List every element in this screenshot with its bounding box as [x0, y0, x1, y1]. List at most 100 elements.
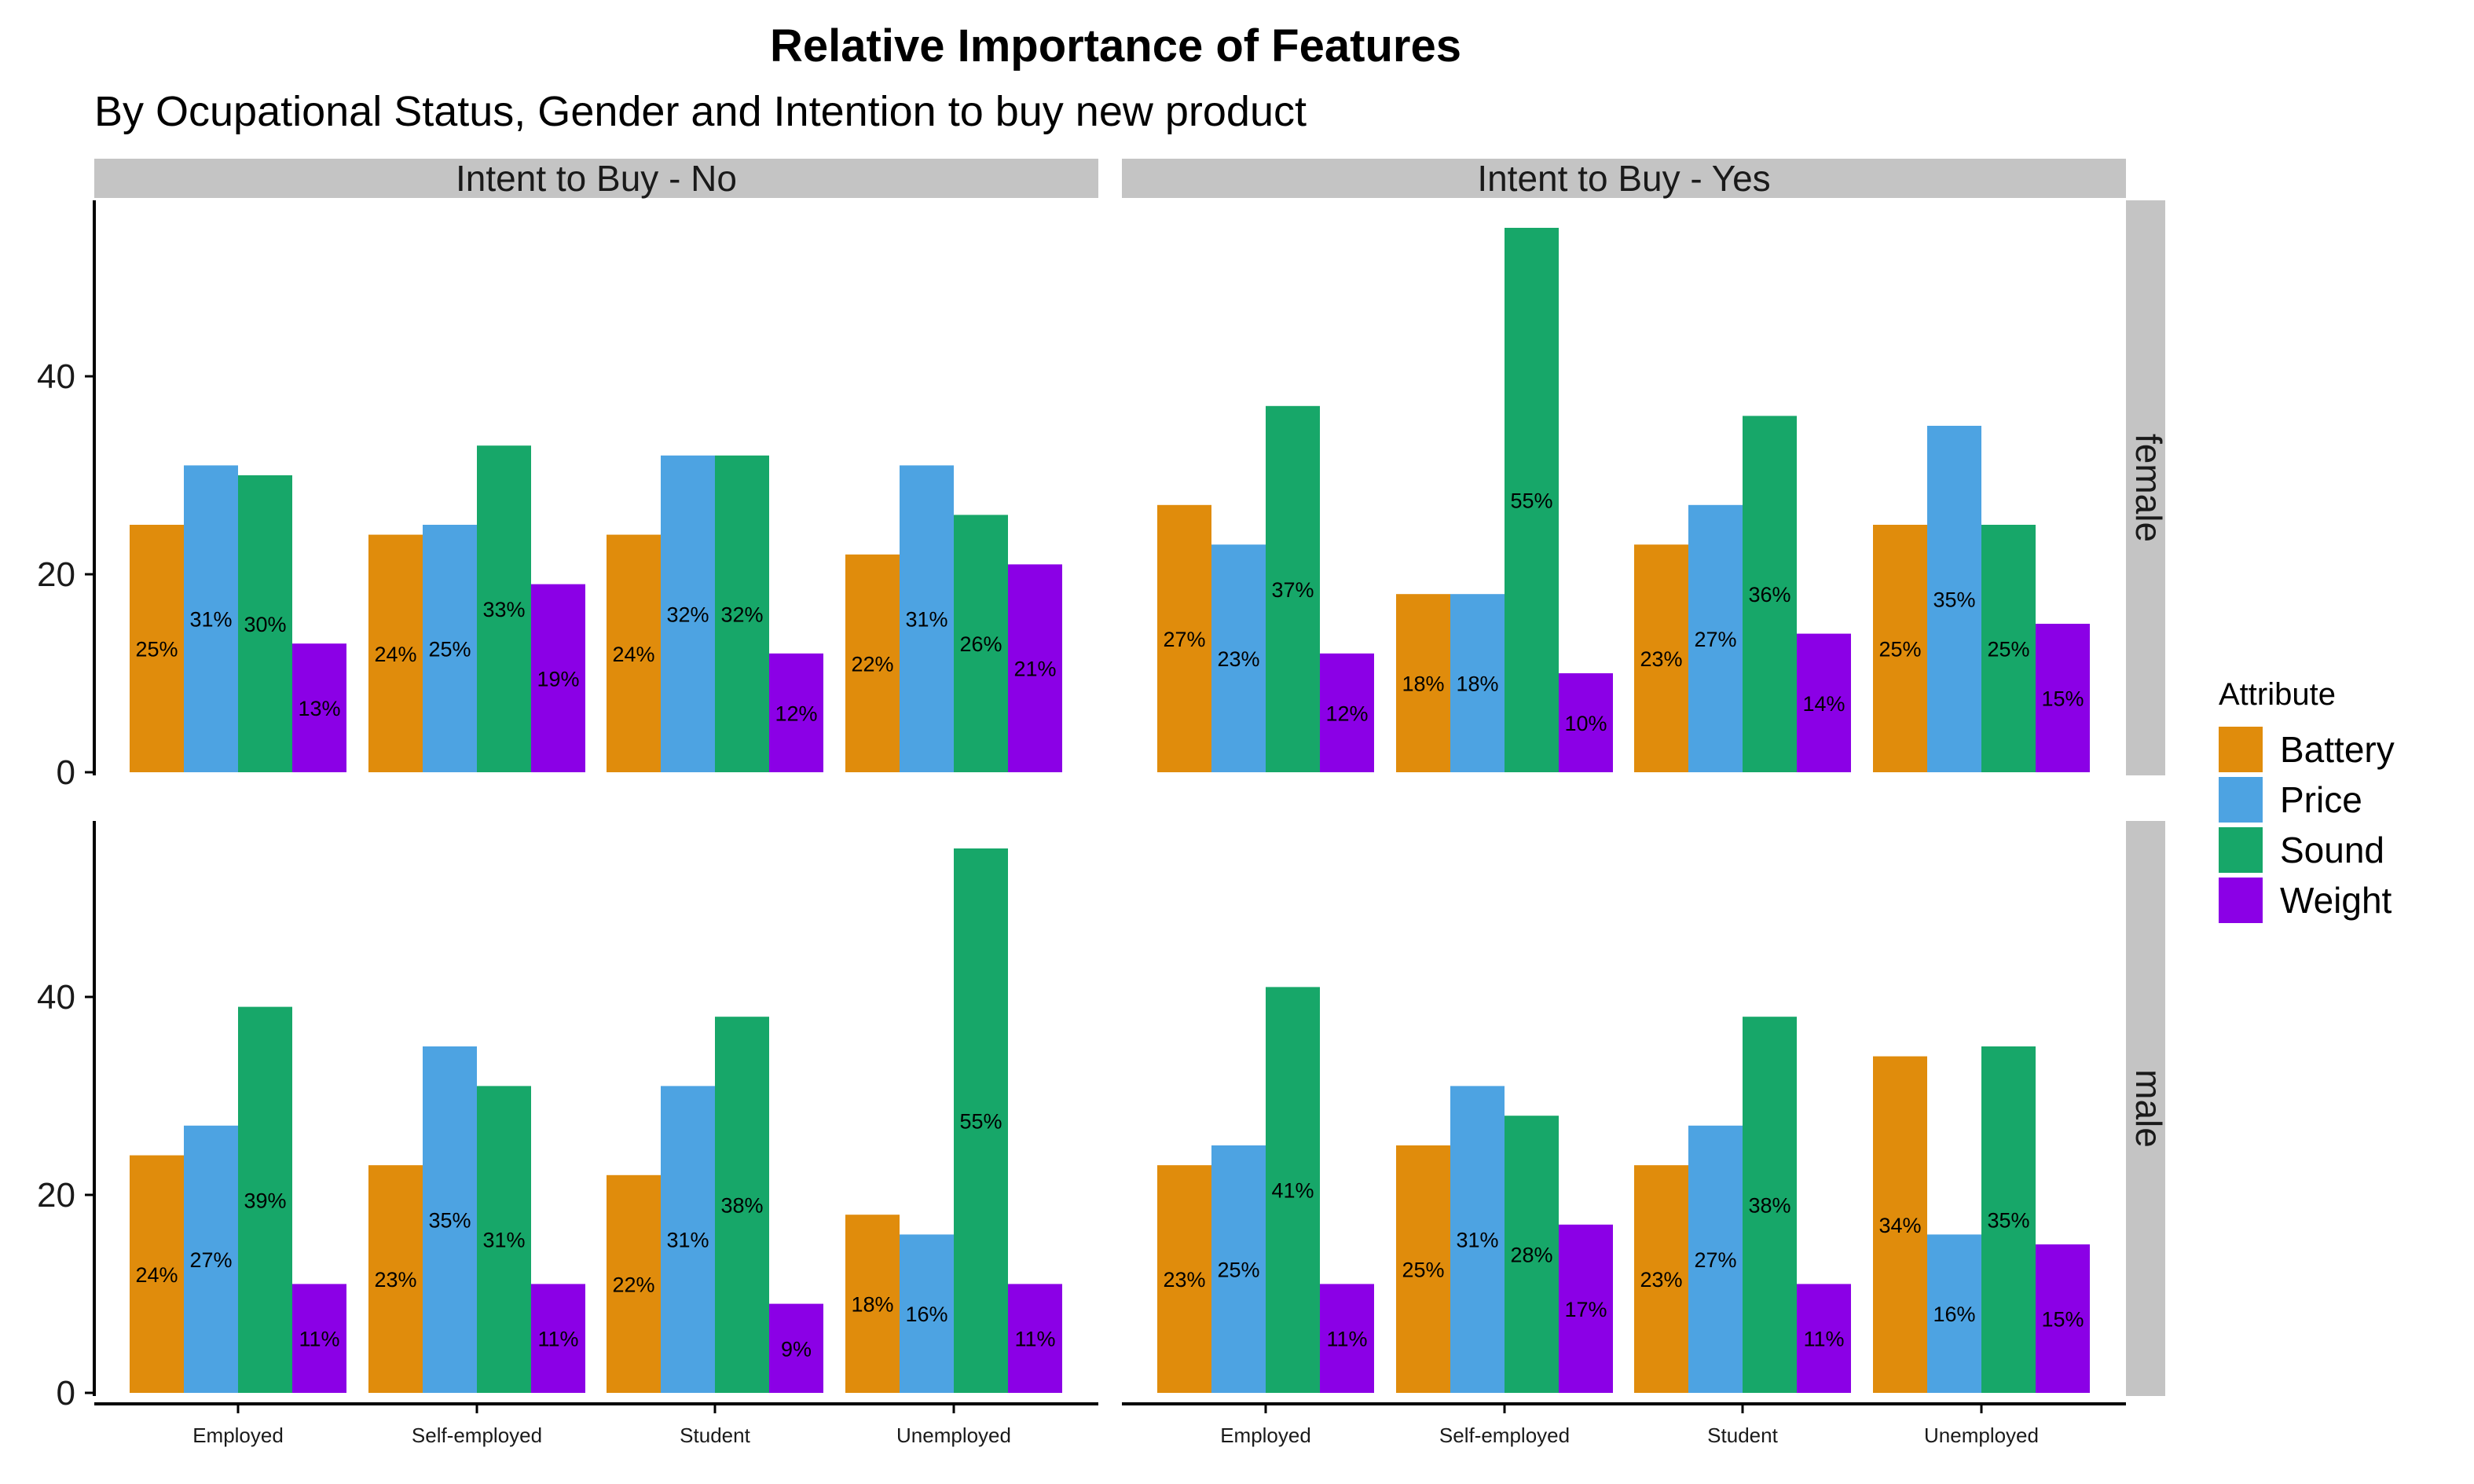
bar-value-label: 35%: [1987, 1209, 2029, 1233]
bar-weight: [1559, 673, 1613, 772]
bar-value-label: 25%: [1987, 638, 2029, 661]
bar-value-label: 23%: [1640, 647, 1682, 671]
bar-value-label: 11%: [1326, 1328, 1367, 1351]
facet-strip-col-1: [94, 159, 1098, 198]
bar-value-label: 25%: [428, 638, 471, 661]
bar-battery: [368, 534, 423, 772]
y-tick-label: 20: [37, 1176, 75, 1215]
x-tick-label: Unemployed: [896, 1424, 1011, 1447]
legend-label-weight: Weight: [2280, 880, 2392, 921]
bar-value-label: 23%: [1217, 647, 1259, 671]
bar-price: [661, 1086, 715, 1393]
bar-weight: [1797, 1284, 1851, 1393]
bar-price: [1927, 426, 1981, 772]
facet-col-label-1: Intent to Buy - No: [456, 158, 737, 199]
bar-battery: [1396, 1145, 1450, 1393]
bar-value-label: 25%: [1878, 638, 1921, 661]
bar-value-label: 11%: [1803, 1328, 1844, 1351]
bar-sound: [1981, 1046, 2036, 1393]
bar-value-label: 38%: [720, 1194, 763, 1218]
bar-value-label: 30%: [244, 613, 286, 636]
bar-value-label: 24%: [612, 643, 654, 666]
bar-value-label: 16%: [905, 1303, 947, 1326]
facet-row-label-female: female: [2128, 434, 2169, 542]
bar-value-label: 23%: [1163, 1268, 1205, 1292]
bar-weight: [2036, 624, 2090, 772]
legend-swatch-price: [2219, 777, 2263, 823]
bar-value-label: 23%: [374, 1268, 416, 1292]
bar-weight: [1008, 1284, 1062, 1393]
bar-value-label: 31%: [189, 608, 232, 632]
bar-price: [900, 1234, 954, 1393]
bar-weight: [292, 643, 346, 772]
x-tick-label: Employed: [192, 1424, 284, 1447]
bar-price: [184, 465, 238, 772]
bar-value-label: 11%: [299, 1328, 339, 1351]
bar-battery: [1157, 1165, 1211, 1393]
bar-battery: [1396, 594, 1450, 772]
bar-value-label: 12%: [775, 702, 817, 725]
bar-value-label: 18%: [1456, 672, 1498, 696]
panel-female-no: 25% 31% 30% 13% 24% 25% 33% 19% 24% 32% 32% 12% 22% 3…: [130, 445, 1062, 772]
bar-sound: [477, 445, 531, 772]
bar-price: [1211, 1145, 1266, 1393]
bar-value-label: 25%: [1217, 1259, 1259, 1282]
bar-weight: [1008, 564, 1062, 772]
legend-swatch-sound: [2219, 827, 2263, 873]
bar-weight: [531, 584, 585, 772]
x-tick-label: Student: [1707, 1424, 1778, 1447]
bar-price: [1450, 594, 1505, 772]
bar-battery: [607, 1174, 661, 1393]
y-tick-label: 0: [57, 753, 75, 792]
legend-swatch-battery: [2219, 727, 2263, 772]
chart-title: Relative Importance of Features: [770, 20, 1461, 71]
bar-value-label: 27%: [189, 1248, 232, 1272]
bar-weight: [1559, 1224, 1613, 1393]
bar-value-label: 22%: [851, 652, 893, 676]
panel-male-no: 24% 27% 39% 11% 23% 35% 31% 11% 22% 31% 38% 9% 18% 16…: [130, 848, 1062, 1393]
bar-battery: [368, 1165, 423, 1393]
x-tick-label: Student: [680, 1424, 750, 1447]
bar-weight: [769, 1303, 823, 1393]
bar-value-label: 23%: [1640, 1268, 1682, 1292]
bar-battery: [1873, 525, 1927, 772]
bar-value-label: 12%: [1325, 702, 1368, 725]
bar-value-label: 9%: [781, 1337, 812, 1361]
bar-value-label: 18%: [851, 1293, 893, 1317]
bar-weight: [292, 1284, 346, 1393]
bar-price: [661, 455, 715, 772]
bar-value-label: 28%: [1510, 1244, 1552, 1267]
bar-value-label: 31%: [666, 1229, 709, 1252]
bar-battery: [1157, 504, 1211, 772]
bar-sound: [1266, 405, 1320, 772]
bar-value-label: 14%: [1802, 692, 1845, 716]
bar-price: [184, 1125, 238, 1393]
bar-sound: [477, 1086, 531, 1393]
x-tick-label: Self-employed: [412, 1424, 542, 1447]
y-tick-label: 40: [37, 357, 75, 396]
bar-value-label: 16%: [1933, 1303, 1975, 1326]
bar-value-label: 13%: [298, 697, 340, 720]
bar-price: [900, 465, 954, 772]
bar-battery: [130, 1155, 184, 1393]
legend-label-sound: Sound: [2280, 830, 2384, 870]
bar-value-label: 15%: [2041, 1308, 2084, 1332]
bar-value-label: 27%: [1694, 628, 1736, 651]
bar-value-label: 24%: [374, 643, 416, 666]
bar-sound: [1505, 228, 1559, 772]
bar-value-label: 22%: [612, 1273, 654, 1296]
bar-value-label: 35%: [428, 1209, 471, 1233]
legend-swatch-weight: [2219, 878, 2263, 923]
bar-value-label: 27%: [1163, 628, 1205, 651]
bar-battery: [1634, 544, 1688, 772]
x-tick-label: Self-employed: [1439, 1424, 1570, 1447]
bar-value-label: 21%: [1013, 658, 1056, 681]
facet-strip-col-2: [1122, 159, 2126, 198]
bar-value-label: 31%: [905, 608, 947, 632]
facet-strip-row-female: [2126, 200, 2165, 775]
bar-value-label: 11%: [537, 1328, 578, 1351]
bar-value-label: 35%: [1933, 588, 1975, 612]
chart-subtitle: By Ocupational Status, Gender and Intent…: [94, 88, 1307, 135]
bar-sound: [954, 515, 1008, 772]
bar-value-label: 36%: [1748, 583, 1790, 606]
